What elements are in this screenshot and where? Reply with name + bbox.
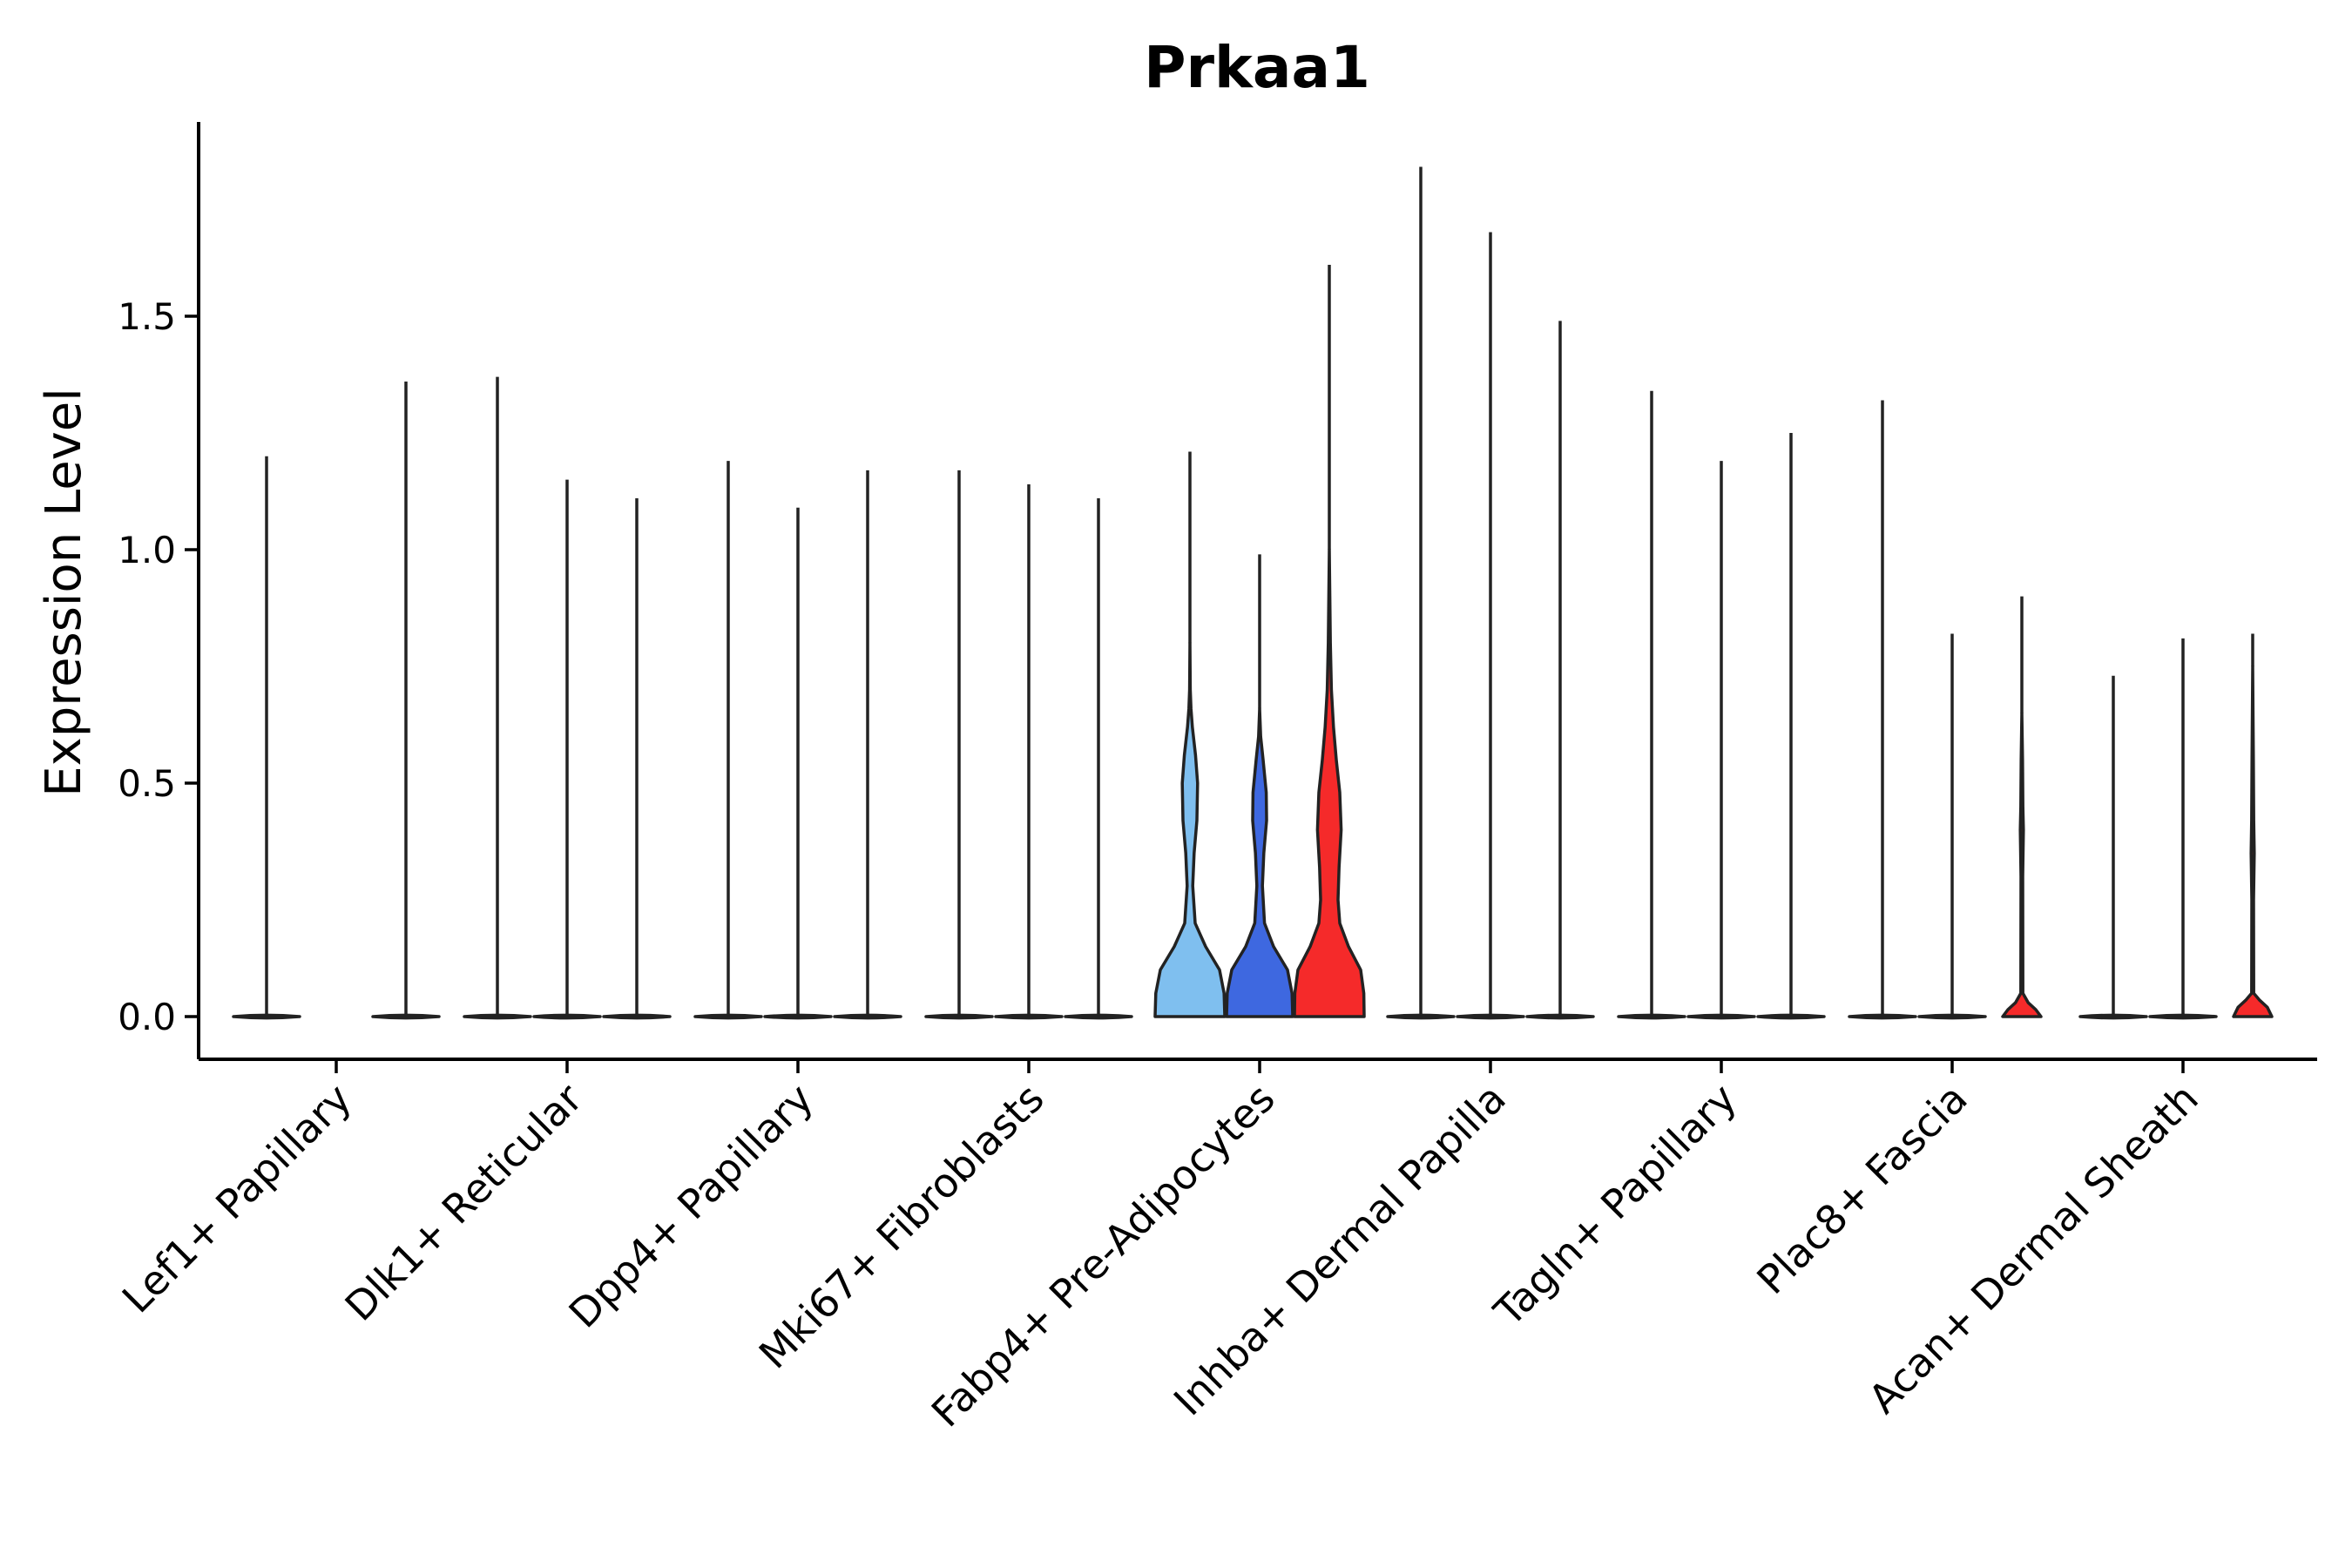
violin <box>1756 433 1826 1020</box>
chart-title: Prkaa1 <box>1144 34 1370 101</box>
y-tick-label: 0.0 <box>118 996 176 1038</box>
violin-body <box>2001 711 2043 1018</box>
violin <box>232 456 301 1020</box>
violin <box>532 479 602 1020</box>
x-tick-label: Lef1+ Papillary <box>113 1075 361 1322</box>
y-ticks: 0.0 0.5 1.0 1.5 <box>118 295 199 1038</box>
violin <box>994 483 1064 1020</box>
violin-body <box>2232 665 2274 1018</box>
violin <box>693 461 763 1020</box>
violin <box>602 498 672 1020</box>
violin <box>2232 633 2274 1018</box>
violin-layer <box>232 166 2274 1020</box>
violin <box>463 376 532 1020</box>
x-tick-label: Dpp4+ Papillary <box>560 1075 822 1337</box>
violin <box>1293 265 1366 1018</box>
violin <box>924 470 994 1020</box>
violin <box>2001 596 2043 1018</box>
violin-body <box>1225 706 1294 1018</box>
x-tick-label: Dlk1+ Reticular <box>336 1075 591 1330</box>
violin-body <box>1293 548 1366 1018</box>
violin <box>1153 451 1227 1018</box>
violin <box>1225 554 1294 1018</box>
violin <box>1686 461 1756 1020</box>
y-tick-label: 1.0 <box>118 529 176 571</box>
violin <box>1456 232 1525 1020</box>
violin <box>2078 675 2148 1020</box>
y-tick-label: 1.5 <box>118 295 176 338</box>
violin-body <box>1153 641 1227 1018</box>
violin <box>1917 633 1987 1020</box>
y-axis-label: Expression Level <box>36 388 92 797</box>
violin <box>1848 400 1917 1020</box>
y-tick-label: 0.5 <box>118 762 176 805</box>
axes <box>197 122 2317 1061</box>
violin <box>371 382 441 1020</box>
violin <box>1617 390 1686 1020</box>
violin <box>833 470 902 1020</box>
x-tick-label: Tagln+ Papillary <box>1484 1075 1746 1336</box>
violin <box>1525 321 1595 1020</box>
violin <box>763 507 833 1020</box>
x-tick-label: Plac8+ Fascia <box>1747 1075 1976 1303</box>
violin <box>2148 638 2218 1020</box>
violin <box>1386 166 1456 1020</box>
violin <box>1064 498 1133 1020</box>
